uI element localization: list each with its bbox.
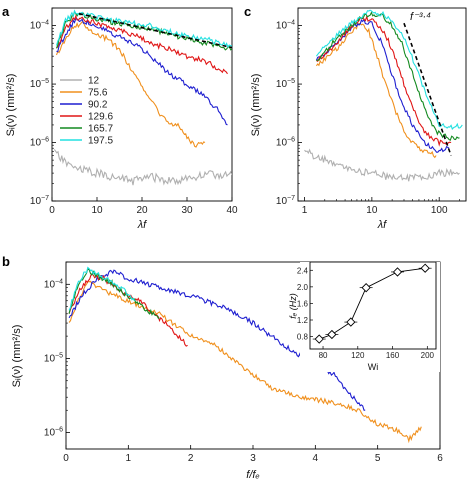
inset-xtick-label: 160 [386, 351, 400, 360]
inset-ytick-label: 1.6 [297, 299, 309, 308]
inset-point [420, 263, 430, 273]
inset-point [327, 329, 337, 340]
legend-label-197-5: 197.5 [88, 136, 113, 147]
axes-frame-c [297, 7, 467, 202]
b-xtick-label: 2 [188, 453, 194, 464]
inset-point [314, 334, 324, 344]
ylabel-c: Sᵢ(ν) (mm²/s) [250, 74, 262, 137]
c-ytick-label: 10−6 [276, 137, 295, 149]
inset-frame [309, 261, 437, 350]
a-ytick-label: 10−7 [30, 195, 49, 207]
a-ytick-label: 10−4 [30, 20, 49, 32]
ylabel-inset: fₑ (Hz) [288, 293, 298, 318]
a-series-90-2 [56, 18, 228, 126]
ylabel-b: Sᵢ(ν) (mm²/s) [11, 325, 23, 388]
b-xtick-label: 0 [63, 453, 69, 464]
b-xtick-label: 1 [126, 453, 132, 464]
b-xtick-label: 6 [437, 453, 443, 464]
xlabel-inset: Wi [368, 362, 379, 372]
inset-background [300, 262, 440, 372]
inset-point [392, 267, 403, 277]
a-ytick-label: 10−6 [30, 137, 49, 149]
c-xtick-label: 10 [366, 205, 378, 216]
a-ytick-label: 10−5 [30, 78, 49, 90]
ticks-inset: 80 120 160 200 0.8 1.2 1.6 2.0 2.4 [297, 266, 435, 360]
xlabel-b: f/fₑ [246, 469, 259, 481]
c-series-129-6 [316, 15, 452, 147]
c-fit-line [403, 22, 452, 156]
b-series-75-6 [68, 280, 422, 444]
a-xtick-label: 30 [181, 205, 193, 216]
legend-label-12: 12 [88, 76, 100, 87]
inset-ytick-label: 0.8 [297, 333, 309, 342]
b-xtick-label: 4 [313, 453, 319, 464]
c-ytick-label: 10−7 [276, 195, 295, 207]
legend-label-165-7: 165.7 [88, 124, 113, 135]
c-ytick-label: 10−4 [276, 20, 295, 32]
inset-point [346, 317, 356, 327]
a-xtick-label: 0 [49, 205, 55, 216]
c-series-197-5 [315, 9, 463, 131]
power-law-annotation: f⁻³·⁴ [410, 11, 431, 23]
c-xtick-label: 100 [431, 205, 448, 216]
a-series-197-5 [55, 9, 232, 49]
a-series-75-6 [55, 21, 206, 148]
c-series-90-2 [315, 18, 450, 153]
panel-label-a: a [2, 4, 10, 19]
a-xtick-label: 40 [226, 205, 238, 216]
xlabel-a: λf [137, 219, 147, 231]
inset-point [361, 283, 371, 293]
inset-ytick-label: 1.2 [297, 316, 309, 325]
legend-label-129-6: 129.6 [88, 112, 113, 123]
series-group-inset [312, 263, 432, 344]
c-series-165-7 [316, 11, 460, 141]
b-ytick-label: 10−4 [44, 278, 63, 290]
panel-label-b: b [2, 254, 10, 269]
legend-label-90-2: 90.2 [88, 100, 108, 111]
ticks-a: 10−7 10−6 10−5 10−4 0 10 20 30 40 [30, 7, 238, 216]
series-group-c [304, 9, 463, 182]
inset-xtick-label: 80 [319, 351, 328, 360]
ticks-b: 10−6 10−5 10−4 0 1 2 3 4 5 6 [44, 261, 443, 464]
series-group-a [53, 9, 232, 186]
c-series-75-6 [315, 22, 437, 159]
ylabel-a: Sᵢ(ν) (mm²/s) [5, 74, 17, 137]
inset-ytick-label: 2.0 [297, 283, 309, 292]
c-series-12 [304, 148, 460, 182]
legend-label-75-6: 75.6 [88, 88, 108, 99]
a-xtick-label: 10 [91, 205, 103, 216]
ticks-c: 10−7 10−6 10−5 10−4 1 10 100 [276, 7, 460, 216]
panel-label-c: c [244, 4, 251, 19]
b-ytick-label: 10−5 [44, 352, 63, 364]
b-series-129-6 [68, 273, 188, 347]
b-xtick-label: 3 [250, 453, 256, 464]
b-xtick-label: 5 [375, 453, 381, 464]
inset-xtick-label: 200 [421, 351, 435, 360]
c-xtick-label: 1 [302, 205, 308, 216]
a-fit-line [78, 12, 232, 49]
xlabel-c: λf [377, 219, 387, 231]
inset-ytick-label: 2.4 [297, 266, 309, 275]
b-series-197-5 [68, 266, 136, 311]
a-series-129-6 [56, 14, 228, 75]
inset-xtick-label: 120 [351, 351, 365, 360]
a-series-12 [53, 149, 232, 186]
a-xtick-label: 20 [136, 205, 148, 216]
b-ytick-label: 10−6 [44, 427, 63, 439]
c-ytick-label: 10−5 [276, 78, 295, 90]
